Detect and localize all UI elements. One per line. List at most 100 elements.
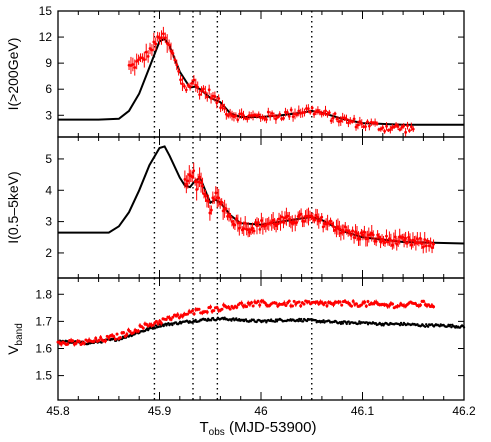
- data-point: [236, 221, 240, 225]
- data-point: [258, 303, 262, 307]
- data-point: [215, 101, 219, 105]
- x-tick-label: 46.2: [452, 404, 476, 418]
- y-tick-label: 9: [45, 56, 52, 70]
- data-point: [141, 326, 145, 330]
- data-point: [404, 130, 408, 134]
- y-axis-label: Vband: [5, 323, 25, 355]
- data-point: [383, 241, 387, 245]
- data-point: [195, 188, 199, 191]
- data-point: [429, 241, 433, 244]
- data-point: [387, 304, 391, 308]
- data-point: [113, 337, 117, 341]
- data-point: [173, 58, 177, 62]
- data-point: [360, 231, 363, 235]
- y-tick-label: 1.6: [35, 341, 52, 355]
- data-point: [154, 319, 158, 323]
- data-point: [256, 299, 260, 303]
- data-point: [229, 215, 232, 219]
- data-point: [345, 322, 348, 326]
- data-point: [192, 169, 196, 173]
- data-point: [239, 221, 243, 225]
- data-point: [331, 116, 335, 120]
- top-model-curve: [58, 37, 464, 126]
- y-tick-label: 6: [45, 82, 52, 96]
- data-point: [161, 32, 165, 36]
- data-point: [342, 230, 346, 234]
- data-point: [410, 243, 413, 247]
- data-point: [251, 226, 254, 230]
- data-point: [212, 198, 216, 202]
- data-point: [408, 238, 412, 242]
- data-point: [135, 60, 139, 63]
- data-point: [350, 120, 354, 124]
- data-point: [286, 214, 290, 218]
- data-point: [107, 336, 111, 340]
- data-point: [287, 218, 291, 221]
- data-point: [316, 109, 320, 112]
- data-point: [400, 126, 404, 129]
- data-point: [242, 227, 246, 231]
- data-point: [322, 111, 326, 115]
- data-point: [184, 182, 188, 186]
- data-point: [274, 224, 278, 228]
- data-point: [462, 326, 466, 329]
- data-point: [321, 225, 325, 229]
- data-point: [202, 192, 206, 196]
- data-point: [259, 219, 263, 222]
- data-point: [402, 238, 406, 242]
- data-point: [248, 230, 252, 234]
- data-point: [194, 318, 197, 322]
- data-point: [303, 111, 306, 114]
- black-band-points: [56, 316, 466, 346]
- data-point: [287, 114, 291, 118]
- data-point: [205, 95, 209, 99]
- data-point: [376, 233, 380, 237]
- data-point: [190, 81, 194, 85]
- data-point: [228, 307, 232, 311]
- y-tick-label: 3: [45, 108, 52, 122]
- data-point: [181, 314, 185, 318]
- data-point: [355, 232, 359, 235]
- data-point: [220, 307, 224, 311]
- data-point: [346, 121, 350, 125]
- data-point: [402, 124, 406, 128]
- data-point: [212, 309, 216, 313]
- data-point: [385, 124, 388, 128]
- data-point: [284, 303, 288, 307]
- data-point: [427, 244, 431, 248]
- data-point: [148, 47, 152, 50]
- data-point: [258, 227, 262, 231]
- data-point: [407, 235, 410, 239]
- data-point: [177, 69, 181, 73]
- data-point: [177, 316, 181, 320]
- data-point: [336, 225, 340, 229]
- data-point: [237, 226, 241, 230]
- data-point: [362, 230, 366, 234]
- data-point: [340, 228, 344, 232]
- y-tick-label: 15: [39, 4, 53, 18]
- data-point: [244, 318, 248, 321]
- data-point: [150, 48, 154, 52]
- data-point: [389, 239, 393, 242]
- data-point: [343, 116, 346, 120]
- data-point: [350, 304, 354, 308]
- data-point: [314, 318, 317, 322]
- data-point: [136, 329, 140, 333]
- data-point: [352, 236, 356, 239]
- data-point: [401, 235, 405, 239]
- data-point: [318, 110, 322, 114]
- data-point: [171, 315, 175, 319]
- data-point: [199, 181, 203, 185]
- data-point: [192, 78, 196, 82]
- data-point: [115, 332, 119, 336]
- data-point: [285, 111, 289, 114]
- data-point: [272, 114, 276, 118]
- data-point: [196, 180, 200, 184]
- data-point: [224, 207, 228, 211]
- data-point: [118, 336, 122, 340]
- data-point: [297, 319, 300, 323]
- data-point: [71, 339, 75, 343]
- data-point: [354, 125, 358, 129]
- data-point: [332, 303, 336, 307]
- data-point: [208, 211, 212, 215]
